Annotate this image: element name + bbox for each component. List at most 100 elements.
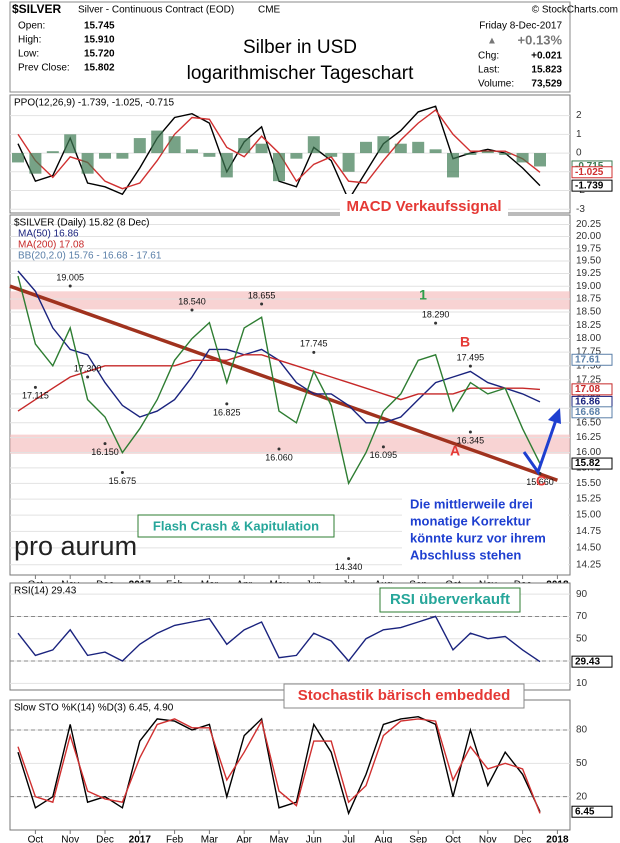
y-tick-label: 90 bbox=[576, 589, 588, 600]
histogram-bar bbox=[516, 153, 529, 163]
x-tick-label: Jun bbox=[306, 835, 322, 843]
quote-label: Volume: bbox=[478, 79, 514, 90]
y-tick-label: 14.75 bbox=[576, 526, 601, 537]
histogram-bar bbox=[12, 153, 24, 163]
x-tick-label: Nov bbox=[61, 835, 79, 843]
panel-frame bbox=[9, 699, 571, 831]
last-value-box bbox=[571, 166, 613, 179]
histogram-bar bbox=[64, 134, 77, 154]
up-arrow: ▲ bbox=[487, 36, 497, 47]
sto-note: Stochastik bärisch embedded bbox=[298, 687, 511, 704]
histogram-bar bbox=[220, 153, 233, 178]
histogram-bar bbox=[342, 153, 355, 172]
stat-label: Low: bbox=[18, 49, 39, 60]
price-point bbox=[312, 350, 316, 354]
last-value-box bbox=[571, 457, 613, 470]
x-tick-label: Jul bbox=[342, 835, 355, 843]
x-tick-label: Sep bbox=[409, 835, 427, 843]
y-tick-label: -3 bbox=[576, 204, 585, 215]
y-tick-label: 1 bbox=[576, 129, 582, 140]
y-tick-label: 14.50 bbox=[576, 543, 601, 554]
y-tick-label: 17.50 bbox=[576, 360, 601, 371]
y-tick-label: 19.50 bbox=[576, 256, 601, 267]
x-tick-label: Oct bbox=[28, 835, 44, 843]
x-tick-label: Mar bbox=[201, 835, 219, 843]
histogram-bar bbox=[116, 153, 129, 159]
quote-label: Chg: bbox=[478, 51, 499, 62]
price-point bbox=[33, 385, 37, 389]
price-point bbox=[277, 447, 281, 451]
price-point bbox=[68, 284, 72, 288]
logo: pro aurum bbox=[14, 531, 137, 561]
last-value-label: 17.08 bbox=[575, 384, 600, 395]
last-value-box bbox=[571, 406, 613, 419]
y-tick-label: 10 bbox=[576, 678, 588, 689]
wave-label: B bbox=[460, 334, 470, 350]
y-tick-label: 17.25 bbox=[576, 374, 601, 385]
histogram-bar bbox=[203, 153, 216, 157]
histogram-bar bbox=[377, 136, 390, 154]
last-value-box bbox=[571, 383, 613, 396]
y-tick-label: 15.25 bbox=[576, 494, 601, 505]
x-tick-label: Dec bbox=[514, 835, 532, 843]
price-label: 17.745 bbox=[300, 339, 328, 349]
histogram-bar bbox=[394, 143, 407, 154]
quote-value: +0.021 bbox=[531, 51, 562, 62]
price-point bbox=[434, 321, 438, 325]
date: Friday 8-Dec-2017 bbox=[479, 21, 562, 32]
x-tick-label: 2018 bbox=[546, 835, 569, 843]
series-line bbox=[17, 615, 541, 663]
quote-label: Last: bbox=[478, 65, 500, 76]
price-point bbox=[347, 557, 351, 561]
y-tick-label: 19.75 bbox=[576, 243, 601, 254]
quote-value: 15.823 bbox=[531, 65, 562, 76]
x-tick-label: 2017 bbox=[129, 835, 152, 843]
last-value-label: 6.45 bbox=[575, 806, 595, 817]
price-point bbox=[468, 430, 472, 434]
histogram-bar bbox=[464, 153, 477, 155]
last-value-box bbox=[571, 353, 613, 366]
histogram-bar bbox=[273, 153, 285, 182]
price-label: 16.095 bbox=[370, 450, 398, 460]
y-tick-label: 0 bbox=[576, 148, 582, 159]
histogram-bar bbox=[81, 153, 94, 174]
chart-title: Silber in USD bbox=[243, 37, 357, 58]
y-tick-label: 14.25 bbox=[576, 559, 601, 570]
arrow-head bbox=[548, 408, 561, 424]
price-label: 19.005 bbox=[56, 272, 84, 282]
histogram-bar bbox=[168, 136, 181, 154]
y-tick-label: 17.75 bbox=[576, 347, 601, 358]
histogram-bar bbox=[151, 130, 164, 154]
y-tick-label: 2 bbox=[576, 110, 582, 121]
x-tick-label: May bbox=[270, 835, 289, 843]
x-tick-label: Dec bbox=[96, 835, 114, 843]
series-line bbox=[17, 715, 541, 816]
flash-note: Flash Crash & Kapitulation bbox=[153, 518, 319, 533]
y-tick-label: 19.00 bbox=[576, 281, 601, 292]
last-value-label: -1.739 bbox=[575, 180, 604, 191]
y-tick-label: 19.25 bbox=[576, 268, 601, 279]
stat-value: 15.720 bbox=[84, 49, 115, 60]
y-tick-label: 16.25 bbox=[576, 432, 601, 443]
forecast-arrow bbox=[522, 419, 558, 476]
histogram-bar bbox=[46, 151, 59, 154]
y-tick-label: 50 bbox=[576, 758, 588, 769]
rsi-note: RSI überverkauft bbox=[390, 591, 510, 608]
histogram-bar bbox=[290, 153, 303, 159]
price-point bbox=[225, 402, 229, 406]
quote-value: 73,529 bbox=[531, 79, 562, 90]
price-label: 17.115 bbox=[22, 391, 49, 401]
rsi-box bbox=[379, 587, 521, 613]
price-point bbox=[86, 375, 90, 379]
histogram-bar bbox=[255, 143, 268, 154]
legend-entry: MA(200) 17.08 bbox=[18, 240, 85, 251]
series-line bbox=[17, 718, 541, 814]
x-tick-label: Nov bbox=[479, 835, 497, 843]
price-label: 16.825 bbox=[213, 407, 241, 417]
header-box bbox=[9, 1, 571, 93]
legend-entry: BB(20,2.0) 15.76 - 16.68 - 17.61 bbox=[18, 251, 162, 262]
y-tick-label: 50 bbox=[576, 633, 588, 644]
last-value-label: 16.86 bbox=[575, 397, 600, 408]
wave-label: A bbox=[450, 443, 460, 459]
price-label: 16.150 bbox=[91, 447, 119, 457]
